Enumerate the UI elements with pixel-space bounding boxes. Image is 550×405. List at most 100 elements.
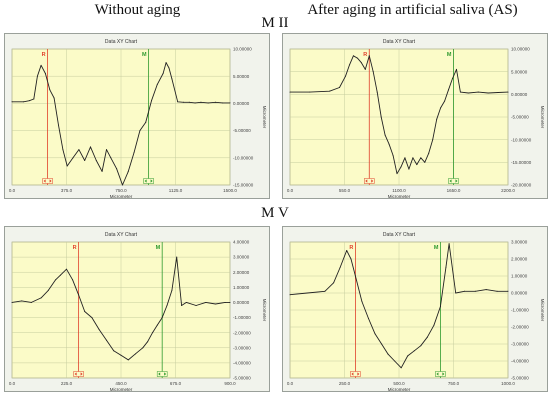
marker-r-handle-arrows [365, 179, 374, 183]
data-point [368, 55, 370, 57]
x-tick-label: 1125.0 [169, 188, 183, 193]
data-point [381, 343, 383, 345]
data-point [374, 333, 376, 335]
x-tick-label: 2200.0 [501, 188, 515, 193]
y-tick-label: -2.00000 [233, 330, 251, 335]
x-tick-label: 1500.0 [223, 188, 237, 193]
data-point [133, 151, 135, 153]
y-tick-label: -5.00000 [233, 376, 251, 381]
data-point [135, 353, 137, 355]
data-point [380, 116, 382, 118]
chart-title: Data XY Chart [383, 232, 416, 238]
data-point [23, 101, 25, 103]
y-tick-label: -15.00000 [233, 183, 254, 188]
data-point [384, 134, 386, 136]
data-point [171, 289, 173, 291]
data-point [145, 121, 147, 123]
y-tick-label: 2.00000 [511, 257, 528, 262]
data-point [72, 157, 74, 159]
data-point [66, 268, 67, 270]
data-point [433, 324, 435, 326]
data-point [333, 282, 335, 284]
data-point [412, 157, 414, 159]
data-point [372, 71, 374, 73]
y-tick-label: -1.00000 [511, 308, 529, 313]
data-point [78, 149, 80, 151]
data-point [496, 290, 498, 292]
data-point [426, 336, 428, 338]
data-point [309, 91, 311, 93]
data-point [339, 267, 341, 268]
chart-title: Data XY Chart [105, 39, 138, 45]
y-axis-label: Micrometer [262, 106, 267, 129]
data-point [440, 107, 442, 109]
data-point [105, 339, 107, 341]
y-tick-label: 3.00000 [233, 255, 250, 260]
data-point [151, 100, 153, 102]
marker-r-handle-arrows [74, 372, 83, 376]
data-point [165, 62, 167, 64]
data-point [33, 98, 35, 100]
chart-svg: Data XY Chart 0.0 550.0 1100.0 1650.0 2200.0 1… [282, 33, 548, 199]
marker-r-handle [73, 371, 84, 377]
marker-r-label: R [42, 52, 46, 58]
data-point [376, 91, 378, 93]
y-tick-label: 1.00000 [233, 285, 250, 290]
data-point [98, 329, 100, 331]
data-point [151, 332, 153, 334]
data-point [424, 161, 426, 163]
data-point [436, 118, 438, 120]
data-point [477, 91, 479, 93]
data-point [360, 62, 362, 64]
data-point [387, 353, 389, 355]
y-tick-label: 10.00000 [233, 47, 252, 52]
chart-title: Data XY Chart [383, 39, 416, 45]
data-point [439, 306, 441, 308]
y-tick-label: -4.00000 [233, 360, 251, 365]
y-tick-label: -5.00000 [233, 128, 251, 133]
data-point [448, 243, 450, 245]
data-point [214, 101, 216, 103]
chart-svg: Data XY Chart 0.0 225.0 450.0 675.0 900.0 4.00… [4, 226, 270, 392]
data-point [404, 157, 406, 159]
y-tick-label: 5.00000 [233, 74, 250, 79]
data-point [416, 164, 418, 166]
x-tick-label: 900.0 [224, 381, 236, 386]
data-point [432, 139, 434, 141]
x-tick-label: 675.0 [170, 381, 182, 386]
data-point [66, 165, 68, 167]
data-point [339, 87, 341, 89]
data-point [110, 157, 112, 159]
data-point [444, 100, 446, 102]
marker-m-handle [156, 371, 168, 377]
x-axis-label: Micrometer [110, 387, 133, 392]
marker-m-handle-arrows [436, 372, 445, 376]
data-point [168, 67, 170, 69]
data-point [229, 102, 231, 104]
data-point [156, 324, 158, 326]
marker-m-label: M [447, 52, 452, 58]
x-tick-label: 0.0 [9, 381, 16, 386]
data-point [289, 294, 291, 296]
data-point [161, 317, 163, 319]
data-point [420, 345, 422, 347]
marker-m-handle-arrows [449, 179, 458, 183]
data-point [350, 258, 352, 260]
data-point [214, 303, 216, 305]
data-point [413, 350, 415, 352]
y-tick-label: -5.00000 [511, 376, 529, 381]
x-tick-label: 0.0 [287, 188, 294, 193]
data-point [176, 256, 178, 258]
data-point [59, 274, 61, 276]
y-tick-label: -3.00000 [233, 345, 251, 350]
data-point [487, 92, 489, 94]
data-point [224, 301, 226, 303]
data-point [207, 102, 209, 104]
data-point [53, 97, 55, 99]
data-point [58, 124, 60, 126]
y-axis-label: Micrometer [262, 299, 267, 322]
data-point [147, 341, 149, 343]
marker-r-handle [42, 178, 53, 184]
data-point [356, 57, 358, 59]
data-point [139, 130, 141, 132]
